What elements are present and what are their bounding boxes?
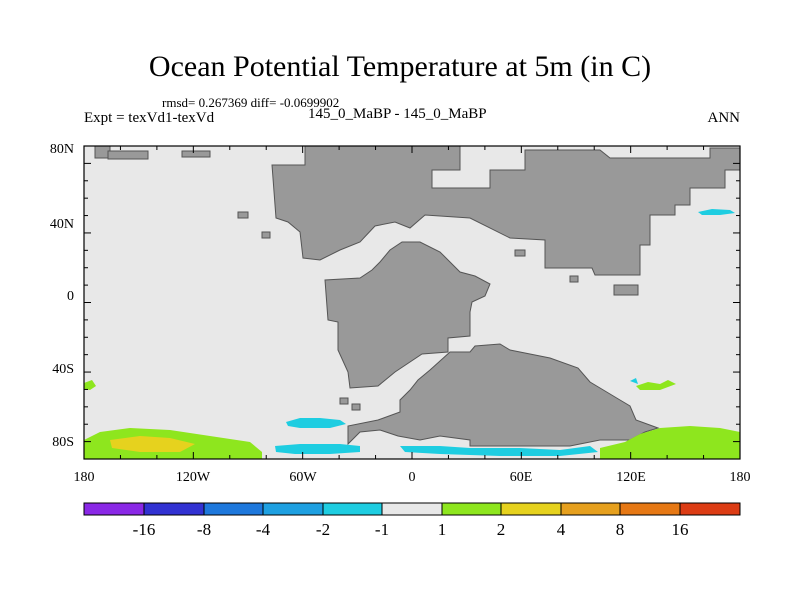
anomaly-negative-1-2 xyxy=(275,444,360,454)
colorbar-label: 2 xyxy=(497,520,506,539)
land-island xyxy=(613,284,639,296)
colorbar-swatch xyxy=(619,502,681,516)
anomaly-positive-2-4 xyxy=(84,380,96,390)
season-label: ANN xyxy=(707,110,741,126)
colorbar-label: 4 xyxy=(557,520,566,539)
temperature-anomalies xyxy=(84,209,740,459)
land-north-america xyxy=(271,145,741,276)
land-island xyxy=(339,397,349,405)
colorbar-label: 16 xyxy=(672,520,689,539)
colorbar-label: -16 xyxy=(133,520,156,539)
land-central-continent xyxy=(324,241,491,389)
colorbar-swatch xyxy=(143,502,205,516)
land-island xyxy=(181,150,211,158)
land-island xyxy=(351,403,361,411)
land-southern-continent xyxy=(347,343,660,447)
tick-marks xyxy=(83,145,741,460)
longitude-axis: 180 120W 60W 0 60E 120E 180 xyxy=(74,470,751,485)
colorbar-swatch xyxy=(203,502,264,516)
lon-tick-label: 0 xyxy=(409,470,416,485)
anomaly-positive-4-8 xyxy=(110,436,195,452)
lat-tick-label: 40N xyxy=(50,217,74,232)
colorbar-swatch xyxy=(441,502,502,516)
colorbar-label: -2 xyxy=(316,520,330,539)
colorbar-swatch xyxy=(500,502,562,516)
lon-tick-label: 60E xyxy=(510,470,533,485)
colorbar-label: 1 xyxy=(438,520,447,539)
latitude-axis: 80N 40N 0 40S 80S xyxy=(50,142,74,450)
land-island xyxy=(261,231,271,239)
lon-tick-label: 180 xyxy=(74,470,95,485)
colorbar-label: -4 xyxy=(256,520,271,539)
anomaly-negative-1-2 xyxy=(630,378,638,384)
anomaly-positive-2-4 xyxy=(636,380,676,390)
lon-tick-label: 60W xyxy=(289,470,317,485)
lat-tick-label: 80N xyxy=(50,142,74,157)
colorbar-swatch xyxy=(83,502,145,516)
anomaly-negative-1-2 xyxy=(698,209,735,215)
colorbar-swatch xyxy=(262,502,324,516)
land-island xyxy=(569,275,579,283)
anomaly-negative-1-2 xyxy=(400,446,598,456)
stats-text: rmsd= 0.267369 diff= -0.0699902 xyxy=(162,95,340,110)
colorbar-label: -1 xyxy=(375,520,389,539)
anomaly-positive-2-4 xyxy=(600,426,740,459)
lat-tick-label: 0 xyxy=(67,289,74,304)
colorbar-swatch xyxy=(381,502,443,516)
colorbar-label: 8 xyxy=(616,520,625,539)
land-island xyxy=(237,211,249,219)
colorbar-swatch xyxy=(560,502,621,516)
land-masses xyxy=(94,145,741,447)
lon-tick-label: 180 xyxy=(730,470,751,485)
colorbar: -16 -8 -4 -2 -1 1 2 4 8 16 xyxy=(83,502,741,539)
colorbar-swatch xyxy=(679,502,741,516)
case-label: 145_0_MaBP - 145_0_MaBP xyxy=(308,106,487,122)
colorbar-label: -8 xyxy=(197,520,211,539)
lat-tick-label: 40S xyxy=(52,362,74,377)
lon-tick-label: 120E xyxy=(616,470,646,485)
anomaly-negative-1-2 xyxy=(286,418,346,428)
land-island xyxy=(514,249,526,257)
experiment-label: Expt = texVd1-texVd xyxy=(84,110,215,126)
map-title: Ocean Potential Temperature at 5m (in C) xyxy=(148,50,652,83)
colorbar-swatch xyxy=(322,502,383,516)
lat-tick-label: 80S xyxy=(52,435,74,450)
lon-tick-label: 120W xyxy=(176,470,211,485)
land-island xyxy=(107,150,149,160)
